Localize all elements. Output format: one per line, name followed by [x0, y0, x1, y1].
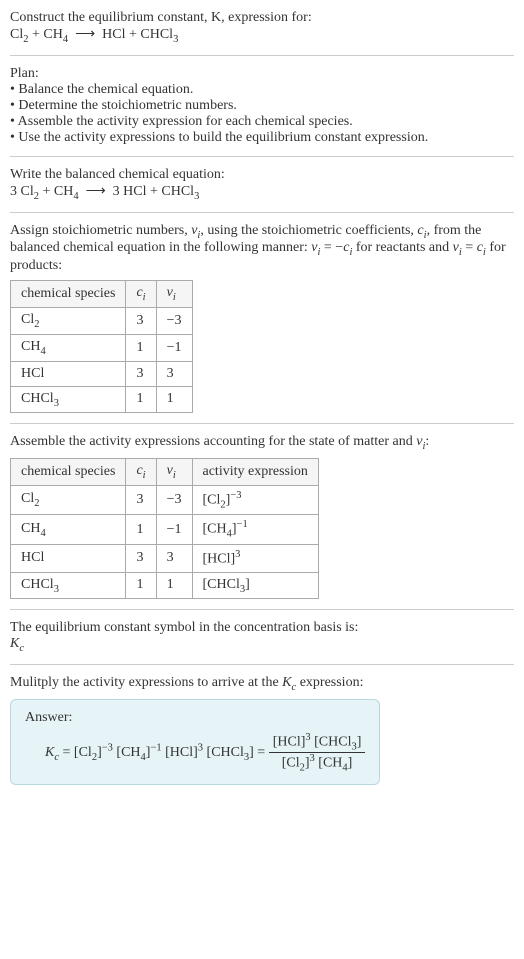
cell: CH4 [11, 334, 126, 361]
symbol-section: The equilibrium constant symbol in the c… [10, 609, 514, 664]
cell: 1 [126, 572, 156, 599]
table-row: HCl 3 3 [HCl]3 [11, 544, 319, 572]
cell: [CH4]−1 [192, 515, 318, 544]
cell: 3 [126, 485, 156, 514]
activity-heading: Assemble the activity expressions accoun… [10, 434, 514, 452]
col-header: ci [126, 459, 156, 486]
table-header-row: chemical species ci νi activity expressi… [11, 459, 319, 486]
col-header: νi [156, 281, 192, 308]
plan-heading: Plan: [10, 66, 514, 82]
cell: [CHCl3] [192, 572, 318, 599]
cell: −1 [156, 334, 192, 361]
cell: 3 [126, 307, 156, 334]
balanced-section: Write the balanced chemical equation: 3 … [10, 156, 514, 212]
answer-box: Answer: Kc = [Cl2]−3 [CH4]−1 [HCl]3 [CHC… [10, 699, 380, 785]
intro-section: Construct the equilibrium constant, K, e… [10, 10, 514, 55]
activity-section: Assemble the activity expressions accoun… [10, 423, 514, 609]
plan-item: • Determine the stoichiometric numbers. [10, 98, 514, 114]
intro-line: Construct the equilibrium constant, K, e… [10, 10, 514, 26]
cell: −1 [156, 515, 192, 544]
col-header: ci [126, 281, 156, 308]
multiply-heading: Mulitply the activity expressions to arr… [10, 675, 514, 693]
intro-reaction: Cl2 + CH4 ⟶ HCl + CHCl3 [10, 26, 514, 45]
cell: CH4 [11, 515, 126, 544]
cell: 1 [126, 515, 156, 544]
cell: −3 [156, 485, 192, 514]
multiply-section: Mulitply the activity expressions to arr… [10, 664, 514, 795]
answer-label: Answer: [25, 710, 365, 726]
cell: [HCl]3 [192, 544, 318, 572]
cell: 3 [126, 361, 156, 386]
table-row: Cl2 3 −3 [11, 307, 193, 334]
cell: HCl [11, 361, 126, 386]
cell: 1 [156, 386, 192, 413]
assign-table: chemical species ci νi Cl2 3 −3 CH4 1 −1… [10, 280, 193, 413]
table-header-row: chemical species ci νi [11, 281, 193, 308]
plan-item: • Use the activity expressions to build … [10, 130, 514, 146]
col-header: chemical species [11, 281, 126, 308]
plan-item: • Assemble the activity expression for e… [10, 114, 514, 130]
answer-fraction: [HCl]3 [CHCl3] [Cl2]3 [CH4] [269, 732, 366, 774]
cell: 3 [156, 544, 192, 572]
cell: 3 [126, 544, 156, 572]
table-row: Cl2 3 −3 [Cl2]−3 [11, 485, 319, 514]
cell: Cl2 [11, 307, 126, 334]
cell: 1 [126, 334, 156, 361]
col-header: νi [156, 459, 192, 486]
cell: Cl2 [11, 485, 126, 514]
col-header: chemical species [11, 459, 126, 486]
assign-section: Assign stoichiometric numbers, νi, using… [10, 212, 514, 424]
col-header: activity expression [192, 459, 318, 486]
cell: HCl [11, 544, 126, 572]
balanced-heading: Write the balanced chemical equation: [10, 167, 514, 183]
balanced-reaction: 3 Cl2 + CH4 ⟶ 3 HCl + CHCl3 [10, 183, 514, 202]
table-row: CHCl3 1 1 [CHCl3] [11, 572, 319, 599]
fraction-numerator: [HCl]3 [CHCl3] [269, 732, 366, 753]
symbol-line2: Kc [10, 636, 514, 654]
cell: −3 [156, 307, 192, 334]
fraction-denominator: [Cl2]3 [CH4] [269, 753, 366, 773]
cell: CHCl3 [11, 386, 126, 413]
assign-text: Assign stoichiometric numbers, νi, using… [10, 223, 514, 275]
activity-table: chemical species ci νi activity expressi… [10, 458, 319, 599]
cell: 1 [126, 386, 156, 413]
table-row: CH4 1 −1 [CH4]−1 [11, 515, 319, 544]
answer-expression: Kc = [Cl2]−3 [CH4]−1 [HCl]3 [CHCl3] = [H… [25, 732, 365, 774]
cell: [Cl2]−3 [192, 485, 318, 514]
cell: CHCl3 [11, 572, 126, 599]
table-row: CHCl3 1 1 [11, 386, 193, 413]
cell: 1 [156, 572, 192, 599]
answer-lhs: Kc = [Cl2]−3 [CH4]−1 [HCl]3 [CHCl3] = [45, 745, 269, 760]
symbol-line1: The equilibrium constant symbol in the c… [10, 620, 514, 636]
plan-item: • Balance the chemical equation. [10, 82, 514, 98]
table-row: CH4 1 −1 [11, 334, 193, 361]
plan-section: Plan: • Balance the chemical equation. •… [10, 55, 514, 156]
table-row: HCl 3 3 [11, 361, 193, 386]
cell: 3 [156, 361, 192, 386]
